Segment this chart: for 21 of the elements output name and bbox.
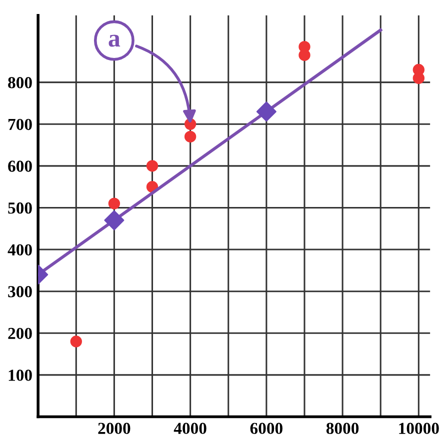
- x-tick-label: 8000: [326, 422, 359, 434]
- y-tick-label: 100: [8, 370, 32, 381]
- x-tick-label: 10000: [399, 422, 439, 434]
- point: [104, 210, 124, 230]
- x-tick-label: 2000: [98, 422, 130, 434]
- point: [108, 198, 120, 210]
- y-tick-label: 800: [8, 77, 32, 88]
- point: [184, 130, 196, 143]
- point: [146, 160, 158, 172]
- y-tick-label: 400: [8, 244, 32, 256]
- x-tick-label: 4000: [174, 422, 206, 434]
- annotation: a: [108, 34, 120, 47]
- point: [256, 102, 276, 122]
- y-tick-label: 200: [8, 328, 32, 340]
- y-tick-label: 300: [8, 286, 32, 298]
- y-tick-label: 600: [8, 160, 32, 172]
- y-tick-label: 700: [8, 118, 32, 130]
- point: [412, 72, 425, 84]
- x-tick-label: 6000: [250, 422, 282, 434]
- point: [70, 336, 82, 348]
- y-tick-label: 500: [8, 202, 32, 214]
